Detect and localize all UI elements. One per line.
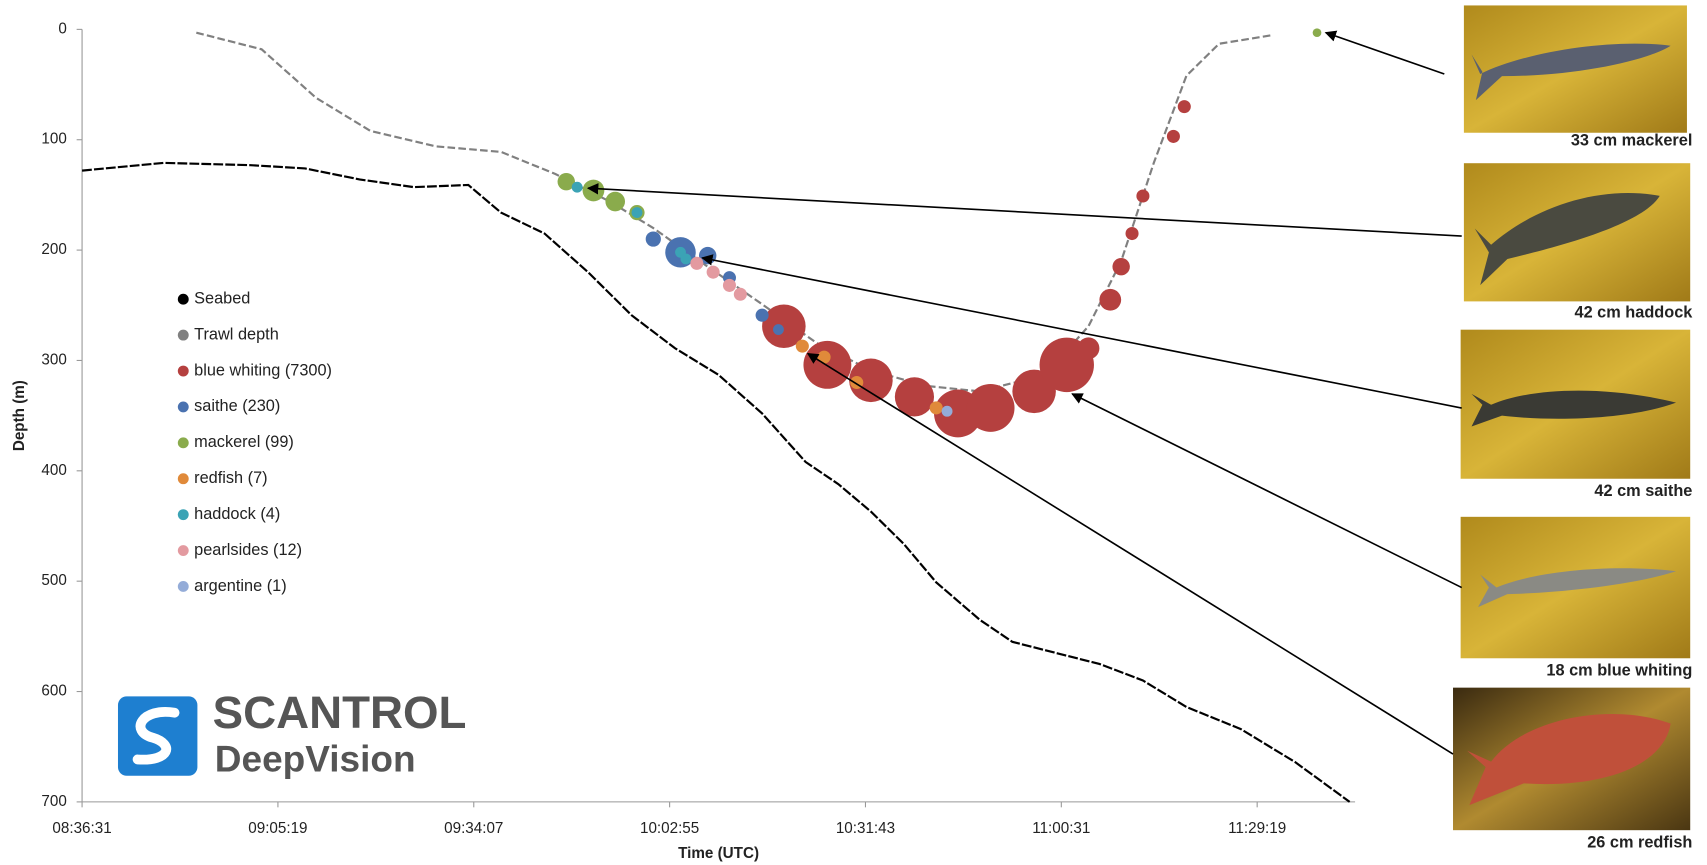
bubble	[723, 279, 736, 292]
photo-label: 42 cm saithe	[1594, 482, 1692, 500]
y-tick-label: 100	[41, 131, 66, 148]
bubble	[967, 384, 1015, 432]
legend-marker	[178, 581, 189, 592]
bubble	[1178, 100, 1191, 113]
bubble	[1126, 227, 1139, 240]
legend-label: redfish (7)	[194, 469, 267, 487]
x-tick-label: 10:31:43	[836, 820, 895, 837]
bubble	[646, 231, 661, 246]
y-tick-label: 600	[41, 683, 66, 700]
bubble	[1078, 337, 1100, 359]
legend-label: Trawl depth	[194, 325, 279, 343]
x-tick-label: 11:29:19	[1228, 820, 1286, 837]
x-tick-label: 09:34:07	[444, 820, 503, 837]
legend-marker	[178, 509, 189, 520]
bubble	[690, 257, 703, 270]
arrow	[1072, 394, 1462, 588]
legend-label: blue whiting (7300)	[194, 361, 332, 379]
bubble	[605, 192, 625, 212]
bubble	[734, 288, 747, 301]
legend-marker	[178, 473, 189, 484]
photo-label: 33 cm mackerel	[1571, 132, 1693, 150]
bubble	[681, 253, 692, 264]
bubble	[796, 340, 809, 353]
x-tick-label: 11:00:31	[1032, 820, 1090, 837]
arrow	[1326, 33, 1445, 74]
x-tick-label: 09:05:19	[248, 820, 307, 837]
logo: SCANTROL DeepVision	[118, 687, 466, 779]
photos: 33 cm mackerel 42 cm haddock 42 cm saith…	[1453, 5, 1693, 851]
bubble	[583, 180, 605, 202]
bubble	[572, 182, 583, 193]
x-tick-label: 08:36:31	[52, 820, 111, 837]
photo-label: 42 cm haddock	[1575, 304, 1694, 322]
y-tick-label: 300	[41, 351, 66, 368]
bubble	[942, 406, 953, 417]
bubble	[930, 401, 943, 414]
legend-marker	[178, 366, 189, 377]
y-tick-label: 0	[58, 20, 66, 37]
y-tick-label: 400	[41, 462, 66, 479]
legend-marker	[178, 294, 189, 305]
bubble	[1167, 130, 1180, 143]
y-tick-label: 700	[41, 793, 66, 810]
bubble	[773, 324, 784, 335]
y-tick-label: 200	[41, 241, 66, 258]
x-tick-label: 10:02:55	[640, 820, 699, 837]
bubble	[1136, 189, 1149, 202]
bubble	[1112, 258, 1129, 275]
line	[196, 33, 1273, 392]
logo-title: SCANTROL	[213, 687, 467, 738]
photo-label: 18 cm blue whiting	[1546, 662, 1692, 680]
legend-marker	[178, 437, 189, 448]
legend-label: argentine (1)	[194, 577, 286, 595]
bubble	[707, 266, 720, 279]
bubble	[632, 207, 643, 218]
legend-label: haddock (4)	[194, 505, 280, 523]
legend-label: pearlsides (12)	[194, 541, 302, 559]
photo-label: 26 cm redfish	[1587, 834, 1692, 852]
chart: 0 100 200 300 400 500 600 700 08:36:31 09:05:19 09…	[0, 0, 1707, 865]
arrow	[588, 188, 1462, 236]
bubble	[1313, 28, 1322, 37]
y-tick-label: 500	[41, 572, 66, 589]
legend-label: Seabed	[194, 290, 250, 308]
legend-label: mackerel (99)	[194, 433, 294, 451]
logo-subtitle: DeepVision	[215, 738, 416, 779]
legend-marker	[178, 545, 189, 556]
legend-marker	[178, 330, 189, 341]
legend-label: saithe (230)	[194, 397, 280, 415]
legend-marker	[178, 401, 189, 412]
bubble	[756, 309, 769, 322]
arrow	[808, 354, 1453, 754]
bubble	[1099, 289, 1121, 311]
y-axis-title: Depth (m)	[11, 380, 28, 451]
x-axis-title: Time (UTC)	[678, 845, 759, 862]
